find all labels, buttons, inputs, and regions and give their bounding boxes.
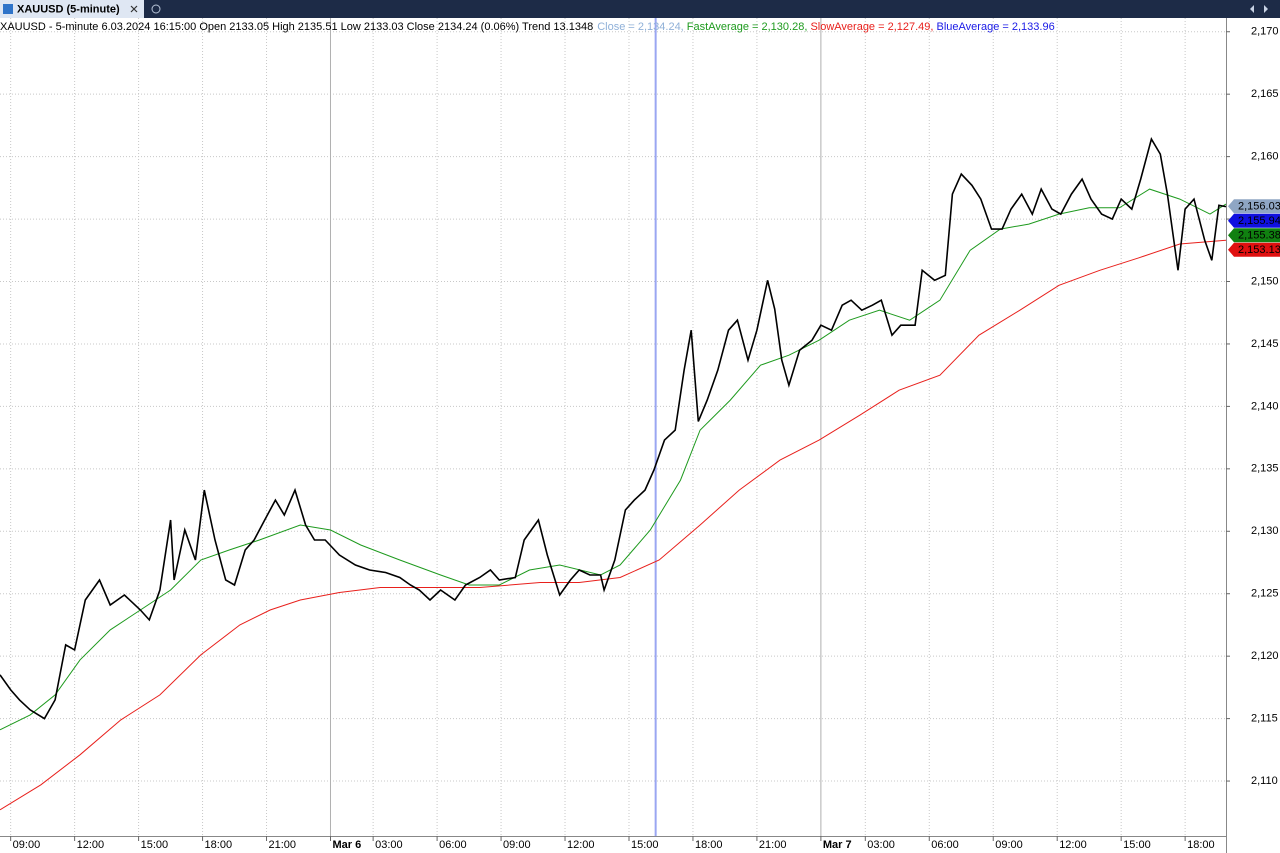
price-tag bbox=[1228, 242, 1280, 257]
x-tick-label: 15:00 bbox=[1123, 839, 1151, 851]
y-tick-label: 2,150 bbox=[1251, 275, 1279, 287]
y-tick-label: 2,130 bbox=[1251, 525, 1279, 537]
tab-icon bbox=[3, 4, 13, 14]
plot: 2,110 2,115 2,120 2,125 2,130 2,135 2,140 2,145… bbox=[0, 18, 1280, 851]
x-tick-label: 18:00 bbox=[695, 839, 723, 851]
series-line bbox=[0, 137, 1227, 720]
legend-value: = 2,133.96 bbox=[999, 21, 1054, 33]
x-tick-label: 09:00 bbox=[995, 839, 1023, 851]
x-tick-label: 18:00 bbox=[205, 839, 233, 851]
scroll-arrows[interactable] bbox=[1250, 5, 1268, 13]
x-tick-label: 18:00 bbox=[1187, 839, 1215, 851]
price-tag bbox=[1228, 199, 1280, 214]
price-tag-label: 2,155.94 bbox=[1238, 215, 1280, 227]
y-tick-label: 2,170 bbox=[1251, 26, 1279, 38]
x-tick-label: Mar 6 bbox=[332, 839, 361, 851]
x-tick-label: 21:00 bbox=[269, 839, 297, 851]
legend-value: = 2,127.49, bbox=[875, 21, 936, 33]
tab-title: XAUUSD (5-minute) bbox=[17, 3, 120, 15]
y-tick-label: 2,145 bbox=[1251, 338, 1279, 350]
x-tick-label: 03:00 bbox=[867, 839, 895, 851]
price-tag-label: 2,156.03 bbox=[1238, 201, 1280, 213]
legend-name: BlueAverage bbox=[937, 21, 1000, 33]
x-tick-label: 09:00 bbox=[503, 839, 531, 851]
y-tick-label: 2,140 bbox=[1251, 400, 1279, 412]
legend-value: = 2,134.24, bbox=[625, 21, 686, 33]
y-tick-label: 2,125 bbox=[1251, 588, 1279, 600]
x-tick-label: 03:00 bbox=[375, 839, 403, 851]
info-text: XAUUSD - 5-minute 6.03.2024 16:15:00 Ope… bbox=[0, 21, 593, 33]
legend-value: = 2,130.28, bbox=[749, 21, 810, 33]
x-tick-label: Mar 7 bbox=[823, 839, 852, 851]
y-tick-label: 2,120 bbox=[1251, 650, 1279, 662]
price-tag-label: 2,155.38 bbox=[1238, 230, 1280, 242]
price-tag-label: 2,153.13 bbox=[1238, 244, 1280, 256]
legend-name: FastAverage bbox=[687, 21, 749, 33]
x-tick-label: 15:00 bbox=[141, 839, 169, 851]
y-tick-label: 2,165 bbox=[1251, 88, 1279, 100]
x-tick-label: 09:00 bbox=[13, 839, 41, 851]
x-tick-label: 12:00 bbox=[567, 839, 595, 851]
y-tick-label: 2,115 bbox=[1251, 713, 1278, 725]
series-line bbox=[0, 188, 1227, 731]
y-tick-label: 2,160 bbox=[1251, 151, 1279, 163]
y-tick-label: 2,135 bbox=[1251, 463, 1279, 475]
y-tick-label: 2,110 bbox=[1251, 775, 1278, 787]
x-tick-label: 15:00 bbox=[631, 839, 659, 851]
x-tick-label: 12:00 bbox=[1059, 839, 1087, 851]
series-line bbox=[0, 239, 1227, 811]
x-tick-label: 12:00 bbox=[77, 839, 105, 851]
legend-name: Close bbox=[597, 21, 625, 33]
info-line: XAUUSD - 5-minute 6.03.2024 16:15:00 Ope… bbox=[0, 21, 1055, 33]
new-tab[interactable] bbox=[151, 4, 161, 14]
x-tick-label: 21:00 bbox=[759, 839, 787, 851]
tab-bar bbox=[0, 0, 1280, 18]
tab[interactable] bbox=[0, 0, 144, 18]
tab-close[interactable] bbox=[130, 5, 138, 13]
price-tag bbox=[1228, 213, 1280, 228]
x-tick-label: 06:00 bbox=[931, 839, 959, 851]
legend-name: SlowAverage bbox=[810, 21, 875, 33]
price-tag bbox=[1228, 228, 1280, 243]
x-tick-label: 06:00 bbox=[439, 839, 467, 851]
